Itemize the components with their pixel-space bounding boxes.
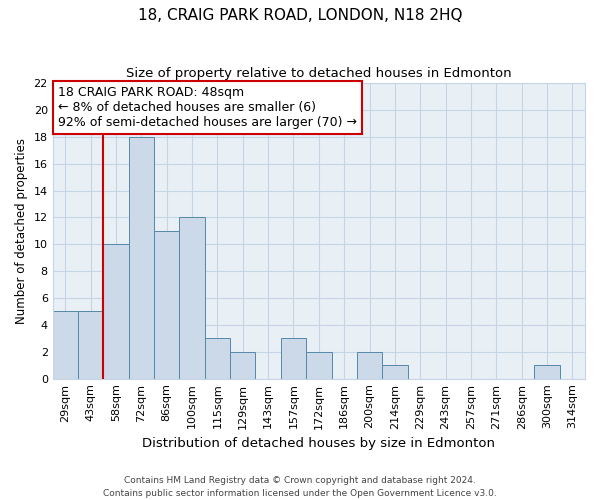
Y-axis label: Number of detached properties: Number of detached properties <box>15 138 28 324</box>
Bar <box>230 352 256 378</box>
Bar <box>382 365 407 378</box>
Bar <box>154 231 179 378</box>
Bar <box>53 312 78 378</box>
Title: Size of property relative to detached houses in Edmonton: Size of property relative to detached ho… <box>126 68 512 80</box>
Bar <box>129 137 154 378</box>
Bar <box>281 338 306 378</box>
Bar <box>78 312 103 378</box>
Text: 18, CRAIG PARK ROAD, LONDON, N18 2HQ: 18, CRAIG PARK ROAD, LONDON, N18 2HQ <box>138 8 462 22</box>
Bar <box>535 365 560 378</box>
Bar <box>306 352 332 378</box>
X-axis label: Distribution of detached houses by size in Edmonton: Distribution of detached houses by size … <box>142 437 496 450</box>
Bar <box>205 338 230 378</box>
Bar <box>103 244 129 378</box>
Text: 18 CRAIG PARK ROAD: 48sqm
← 8% of detached houses are smaller (6)
92% of semi-de: 18 CRAIG PARK ROAD: 48sqm ← 8% of detach… <box>58 86 357 129</box>
Bar <box>357 352 382 378</box>
Bar <box>179 218 205 378</box>
Text: Contains HM Land Registry data © Crown copyright and database right 2024.
Contai: Contains HM Land Registry data © Crown c… <box>103 476 497 498</box>
